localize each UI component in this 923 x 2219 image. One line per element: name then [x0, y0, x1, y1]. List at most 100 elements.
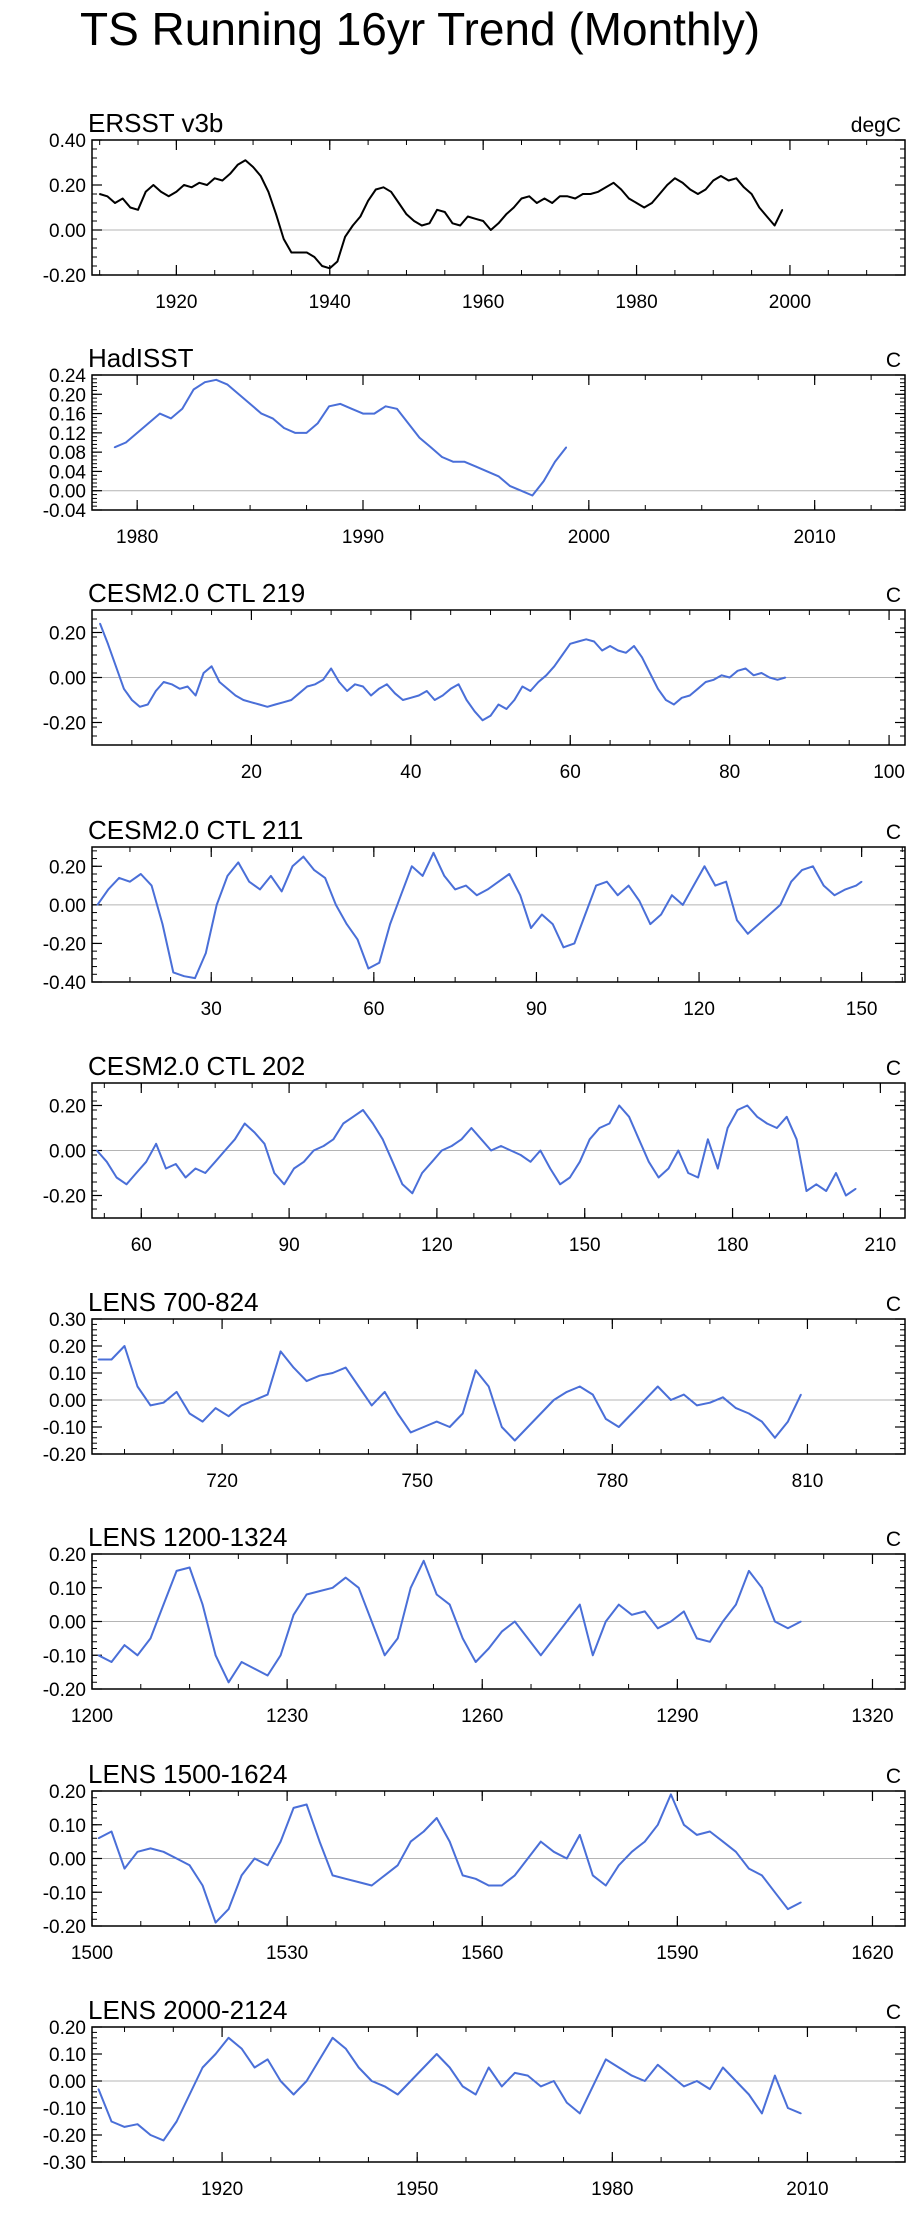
panel-3-data-point	[513, 699, 516, 701]
panel-7-data-point	[709, 1640, 711, 1643]
panel-3-data-point	[768, 676, 771, 679]
panel-3-data-point	[290, 699, 293, 701]
panel-4-data-point	[671, 894, 673, 897]
panel-1-data-point	[367, 199, 369, 202]
panel-9-data-point	[305, 2080, 308, 2082]
panel-5-data-point	[756, 1115, 758, 1118]
panel-2-data-point	[204, 381, 206, 384]
panel-5-xtick-label: 150	[569, 1235, 601, 1256]
panel-5: CESM2.0 CTL 202 C -0.20 0.00 0.20 60 90 120 150 1…	[43, 1051, 906, 1256]
panel-5-data-point	[431, 1160, 433, 1163]
panel-3-data-point	[362, 685, 364, 688]
panel-1-xtick-label: 1960	[462, 292, 504, 313]
panel-9-data-point	[253, 2066, 256, 2069]
panel-3-data-point	[433, 699, 436, 701]
panel-1-data-point	[183, 184, 185, 186]
panel-5-data-point	[263, 1142, 266, 1145]
panel-8-data-point	[774, 1891, 776, 1894]
panel-3-data-point	[370, 694, 372, 697]
panel-6-frame	[91, 1318, 906, 1455]
panel-3-data-point	[465, 699, 468, 701]
panel-1-data-point	[428, 222, 431, 225]
panel-4-data-point	[324, 877, 326, 879]
panel-8-data-point	[435, 1817, 438, 1819]
panel-1-data-point	[336, 260, 339, 263]
panel-7-title: LENS 1200-1324	[88, 1522, 287, 1552]
panel-3-data-point	[657, 687, 659, 690]
panel-9-data-point	[513, 2072, 516, 2074]
panel-4-data-point	[161, 923, 164, 925]
panel-8-xtick-label: 1620	[851, 1943, 893, 1964]
panel-8-ytick-label: -0.10	[43, 1883, 86, 1904]
panel-1-data-point	[743, 186, 745, 189]
panel-7-data-point	[474, 1661, 477, 1663]
panel-1-data-point	[666, 184, 669, 186]
panel-9-data-point	[670, 2074, 672, 2077]
panel-9-data-point	[579, 2112, 581, 2115]
panel-1-xtick-label: 1940	[309, 292, 351, 313]
panel-4-data-point	[118, 877, 120, 879]
panel-7-xtick-label: 1290	[656, 1706, 698, 1727]
panel-6-data-point	[787, 1420, 789, 1423]
panel-8-data-point	[644, 1840, 646, 1843]
panel-6-title: LENS 700-824	[88, 1287, 259, 1317]
panel-1-data-point	[405, 213, 408, 216]
panel-5-data-point	[381, 1138, 384, 1141]
panel-5-data-point	[707, 1138, 709, 1141]
panel-3-data-point	[585, 638, 587, 641]
panel-3-data-point	[234, 694, 237, 697]
panel-4-data-point	[389, 923, 391, 925]
panel-3-data-point	[736, 669, 739, 672]
panel-2-data-point	[237, 393, 240, 396]
panel-5-data-point	[835, 1172, 837, 1174]
panel-1-data-point	[766, 215, 768, 218]
panel-9-data-point	[331, 2037, 334, 2039]
panel-8: LENS 1500-1624 C -0.20 -0.10 0.00 0.10 0.20 150…	[43, 1759, 906, 1964]
panel-3-data-point	[681, 696, 683, 699]
panel-3-data-point	[346, 690, 348, 692]
panel-3-ytick-label: -0.20	[43, 714, 86, 735]
panel-2-series-line	[114, 378, 568, 497]
panel-8-data-point	[305, 1803, 308, 1806]
panel-5-data-point	[342, 1122, 345, 1125]
panel-3-data-point	[481, 719, 484, 722]
panel-1-data-point	[213, 177, 216, 180]
panel-9-title: LENS 2000-2124	[88, 1995, 287, 2025]
panel-3-data-point	[641, 656, 643, 659]
panel-7-units: C	[886, 1528, 901, 1551]
panel-1-series-line	[99, 159, 784, 270]
panel-2-data-point	[542, 480, 545, 482]
panel-9-data-point	[279, 2080, 282, 2082]
panel-8-data-point	[162, 1850, 165, 1853]
panel-5-data-point	[135, 1172, 138, 1174]
panel-1-data-point	[582, 193, 584, 195]
panel-8-data-point	[383, 1874, 386, 1877]
panel-2-data-point	[452, 460, 455, 463]
panel-5-data-point	[174, 1163, 177, 1165]
panel-3-data-point	[386, 683, 388, 686]
panel-3-data-point	[665, 699, 667, 701]
panel-2-data-point	[441, 456, 443, 458]
panel-1-data-point	[374, 188, 377, 191]
panel-8-data-point	[461, 1874, 464, 1877]
panel-4-data-point	[421, 875, 424, 877]
panel-4-data-point	[280, 890, 283, 893]
panel-4-data-point	[681, 904, 684, 906]
panel-9-xtick-label: 1950	[396, 2179, 438, 2200]
panel-1-xtick-label: 1920	[155, 292, 197, 313]
panel-5-data-point	[224, 1149, 226, 1152]
panel-5-data-point	[401, 1183, 404, 1186]
panel-8-data-point	[240, 1874, 243, 1877]
panel-5-data-point	[105, 1160, 108, 1163]
panel-9-data-point	[761, 2112, 763, 2115]
panel-3-title: CESM2.0 CTL 219	[88, 578, 305, 608]
panel-2-data-point	[158, 412, 161, 415]
panel-9-data-point	[539, 2085, 542, 2088]
panel-2-xtick-label: 2000	[568, 527, 610, 548]
panel-3-data-point	[712, 678, 715, 681]
panel-3-data-point	[417, 694, 420, 697]
panel-5-data-point	[549, 1167, 552, 1170]
panel-8-data-point	[787, 1908, 789, 1910]
panel-5-data-point	[657, 1176, 660, 1179]
panel-8-data-point	[709, 1830, 711, 1833]
